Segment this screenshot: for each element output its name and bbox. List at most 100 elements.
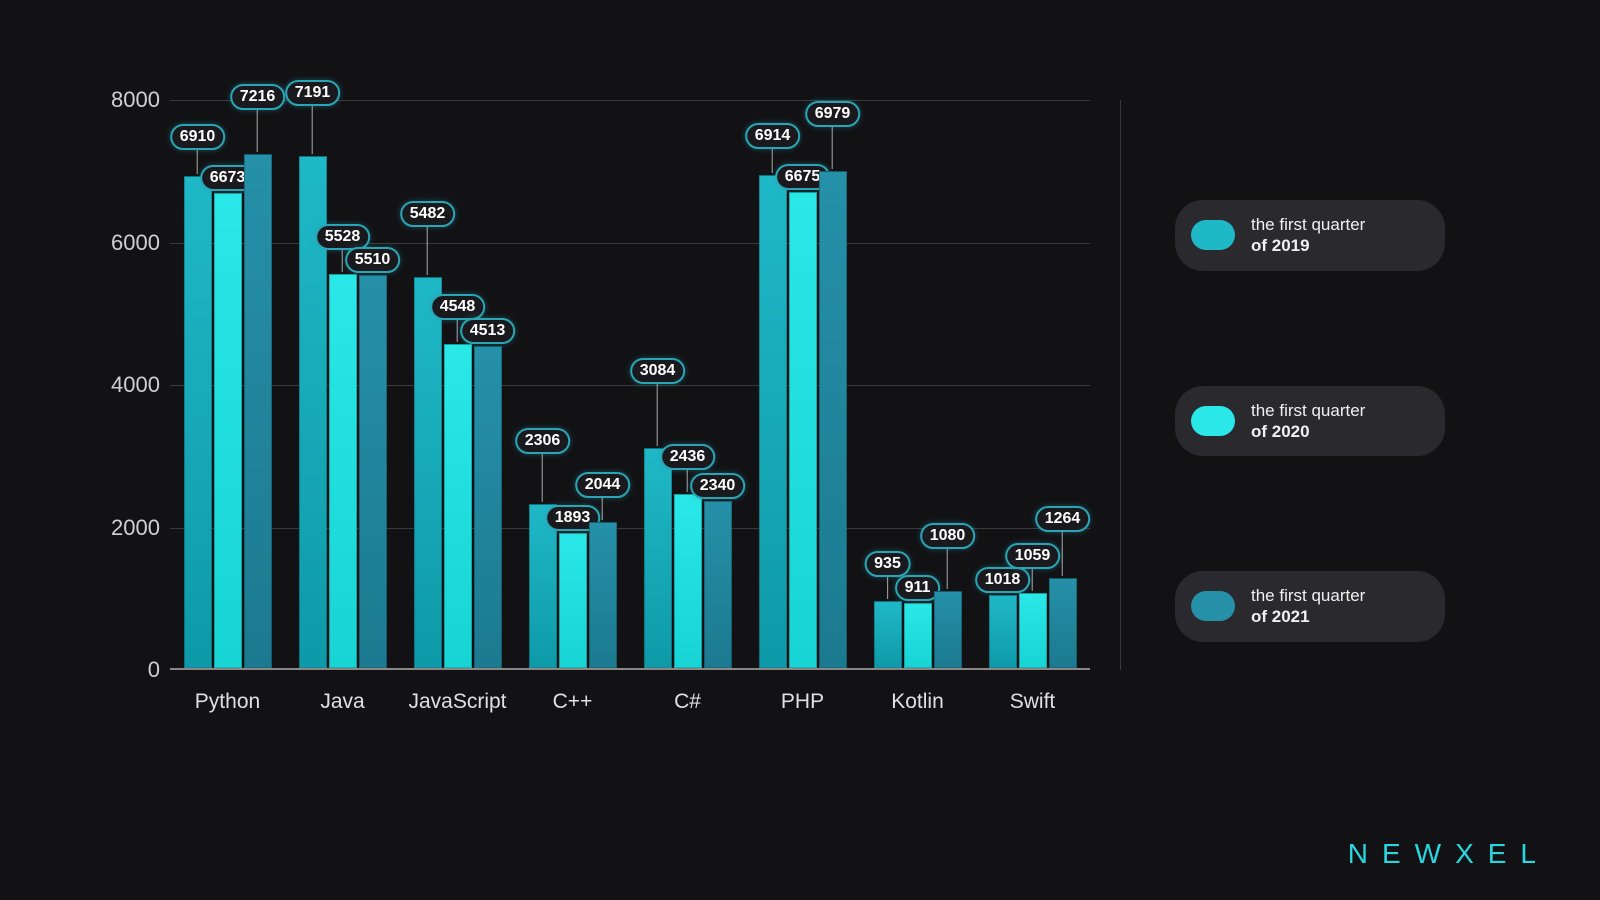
value-label: 6979 xyxy=(805,101,861,127)
legend-item: the first quarterof 2021 xyxy=(1175,571,1445,642)
bar-group: 691466756979 xyxy=(745,100,860,668)
brand-text: NEWXEL xyxy=(1348,838,1550,869)
value-badge: 2306 xyxy=(515,428,571,454)
y-tick-label: 8000 xyxy=(90,87,160,113)
bar: 6910 xyxy=(184,176,212,668)
value-badge: 2436 xyxy=(660,444,716,470)
value-badge: 7191 xyxy=(285,80,341,106)
value-label: 5510 xyxy=(345,247,401,273)
bar: 1893 xyxy=(559,533,587,668)
value-label: 4513 xyxy=(460,318,516,344)
plot-area: 0200040006000800069106673721671915528551… xyxy=(170,100,1090,670)
value-badge: 6910 xyxy=(170,124,226,150)
bar: 4513 xyxy=(474,346,502,668)
bar: 6673 xyxy=(214,193,242,668)
legend-label: the first quarterof 2020 xyxy=(1251,400,1365,443)
x-tick-label: Kotlin xyxy=(860,690,975,720)
bar: 6979 xyxy=(819,171,847,668)
value-badge: 2044 xyxy=(575,472,631,498)
value-label: 4548 xyxy=(430,294,486,320)
bar: 7216 xyxy=(244,154,272,668)
bar: 2044 xyxy=(589,522,617,668)
value-badge: 2340 xyxy=(690,473,746,499)
x-tick-label: JavaScript xyxy=(400,690,515,720)
value-label: 5528 xyxy=(315,224,371,250)
bar: 6914 xyxy=(759,175,787,668)
x-tick-label: C# xyxy=(630,690,745,720)
x-tick-label: PHP xyxy=(745,690,860,720)
value-label: 1018 xyxy=(975,567,1031,593)
legend-swatch xyxy=(1191,220,1235,250)
value-label: 6910 xyxy=(170,124,226,150)
y-tick-label: 6000 xyxy=(90,230,160,256)
value-label: 2306 xyxy=(515,428,571,454)
divider xyxy=(1120,100,1121,670)
value-label: 3084 xyxy=(630,358,686,384)
value-label: 6914 xyxy=(745,123,801,149)
bar: 4548 xyxy=(444,344,472,668)
legend-item: the first quarterof 2019 xyxy=(1175,200,1445,271)
value-badge: 6979 xyxy=(805,101,861,127)
y-tick-label: 0 xyxy=(90,657,160,683)
value-badge: 4513 xyxy=(460,318,516,344)
bar: 6675 xyxy=(789,192,817,668)
value-badge: 5510 xyxy=(345,247,401,273)
bar-group: 691066737216 xyxy=(170,100,285,668)
bar: 5482 xyxy=(414,277,442,668)
value-label: 7191 xyxy=(285,80,341,106)
bar-group: 719155285510 xyxy=(285,100,400,668)
x-tick-label: Swift xyxy=(975,690,1090,720)
value-label: 2044 xyxy=(575,472,631,498)
legend-label: the first quarterof 2019 xyxy=(1251,214,1365,257)
legend: the first quarterof 2019 the first quarte… xyxy=(1175,200,1445,642)
x-tick-label: Java xyxy=(285,690,400,720)
legend-swatch xyxy=(1191,591,1235,621)
x-tick-label: Python xyxy=(170,690,285,720)
value-label: 7216 xyxy=(230,84,286,110)
bar: 1059 xyxy=(1019,593,1047,668)
bar-group: 101810591264 xyxy=(975,100,1090,668)
value-badge: 1080 xyxy=(920,523,976,549)
bar-group: 9359111080 xyxy=(860,100,975,668)
value-badge: 1018 xyxy=(975,567,1031,593)
value-badge: 3084 xyxy=(630,358,686,384)
bar: 5510 xyxy=(359,275,387,668)
value-badge: 6914 xyxy=(745,123,801,149)
value-label: 5482 xyxy=(400,201,456,227)
chart-container: 0200040006000800069106673721671915528551… xyxy=(80,100,1090,720)
x-tick-label: C++ xyxy=(515,690,630,720)
bar: 2436 xyxy=(674,494,702,668)
value-badge: 5528 xyxy=(315,224,371,250)
value-label: 1059 xyxy=(1005,543,1061,569)
bar: 935 xyxy=(874,601,902,668)
bar: 2340 xyxy=(704,501,732,668)
bar: 1018 xyxy=(989,595,1017,668)
bar: 1080 xyxy=(934,591,962,668)
value-badge: 935 xyxy=(864,551,911,577)
value-badge: 5482 xyxy=(400,201,456,227)
bar: 1264 xyxy=(1049,578,1077,668)
value-label: 2340 xyxy=(690,473,746,499)
bar: 3084 xyxy=(644,448,672,668)
value-label: 2436 xyxy=(660,444,716,470)
brand-logo: NEWXEL xyxy=(1348,838,1550,870)
value-label: 1080 xyxy=(920,523,976,549)
value-badge: 4548 xyxy=(430,294,486,320)
bars-row: 6910667372167191552855105482454845132306… xyxy=(170,100,1090,668)
y-tick-label: 2000 xyxy=(90,515,160,541)
legend-item: the first quarterof 2020 xyxy=(1175,386,1445,457)
x-axis-labels: PythonJavaJavaScriptC++C#PHPKotlinSwift xyxy=(170,690,1090,720)
value-badge: 7216 xyxy=(230,84,286,110)
bar-group: 308424362340 xyxy=(630,100,745,668)
value-badge: 1059 xyxy=(1005,543,1061,569)
bar: 5528 xyxy=(329,274,357,668)
bar: 911 xyxy=(904,603,932,668)
value-label: 1264 xyxy=(1035,506,1091,532)
bar-group: 230618932044 xyxy=(515,100,630,668)
legend-swatch xyxy=(1191,406,1235,436)
value-badge: 1264 xyxy=(1035,506,1091,532)
bar-group: 548245484513 xyxy=(400,100,515,668)
legend-label: the first quarterof 2021 xyxy=(1251,585,1365,628)
y-tick-label: 4000 xyxy=(90,372,160,398)
value-label: 935 xyxy=(864,551,911,577)
